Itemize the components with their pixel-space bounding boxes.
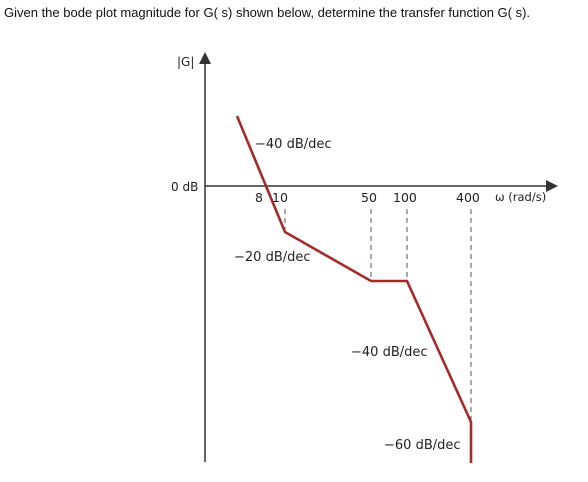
slope-label-3: −40 dB/dec (351, 345, 428, 360)
x-tick-label-400: 400 (456, 190, 480, 205)
magnitude-curve (235, 115, 473, 463)
question-text: Given the bode plot magnitude for G( s) … (4, 5, 531, 20)
x-axis-label: ω (rad/s) (495, 190, 546, 204)
y-axis-label: |G| (177, 55, 194, 69)
x-tick-label-10: 10 (272, 190, 288, 205)
slope-label-2: −20 dB/dec (234, 250, 311, 265)
zero-db-label: 0 dB (171, 180, 198, 194)
x-tick-label-50: 50 (361, 190, 377, 205)
x-tick-label-8: 8 (255, 190, 263, 205)
slope-label-4: −60 dB/dec (384, 438, 461, 453)
slope-label-1: −40 dB/dec (255, 137, 332, 152)
x-tick-label-100: 100 (393, 190, 417, 205)
